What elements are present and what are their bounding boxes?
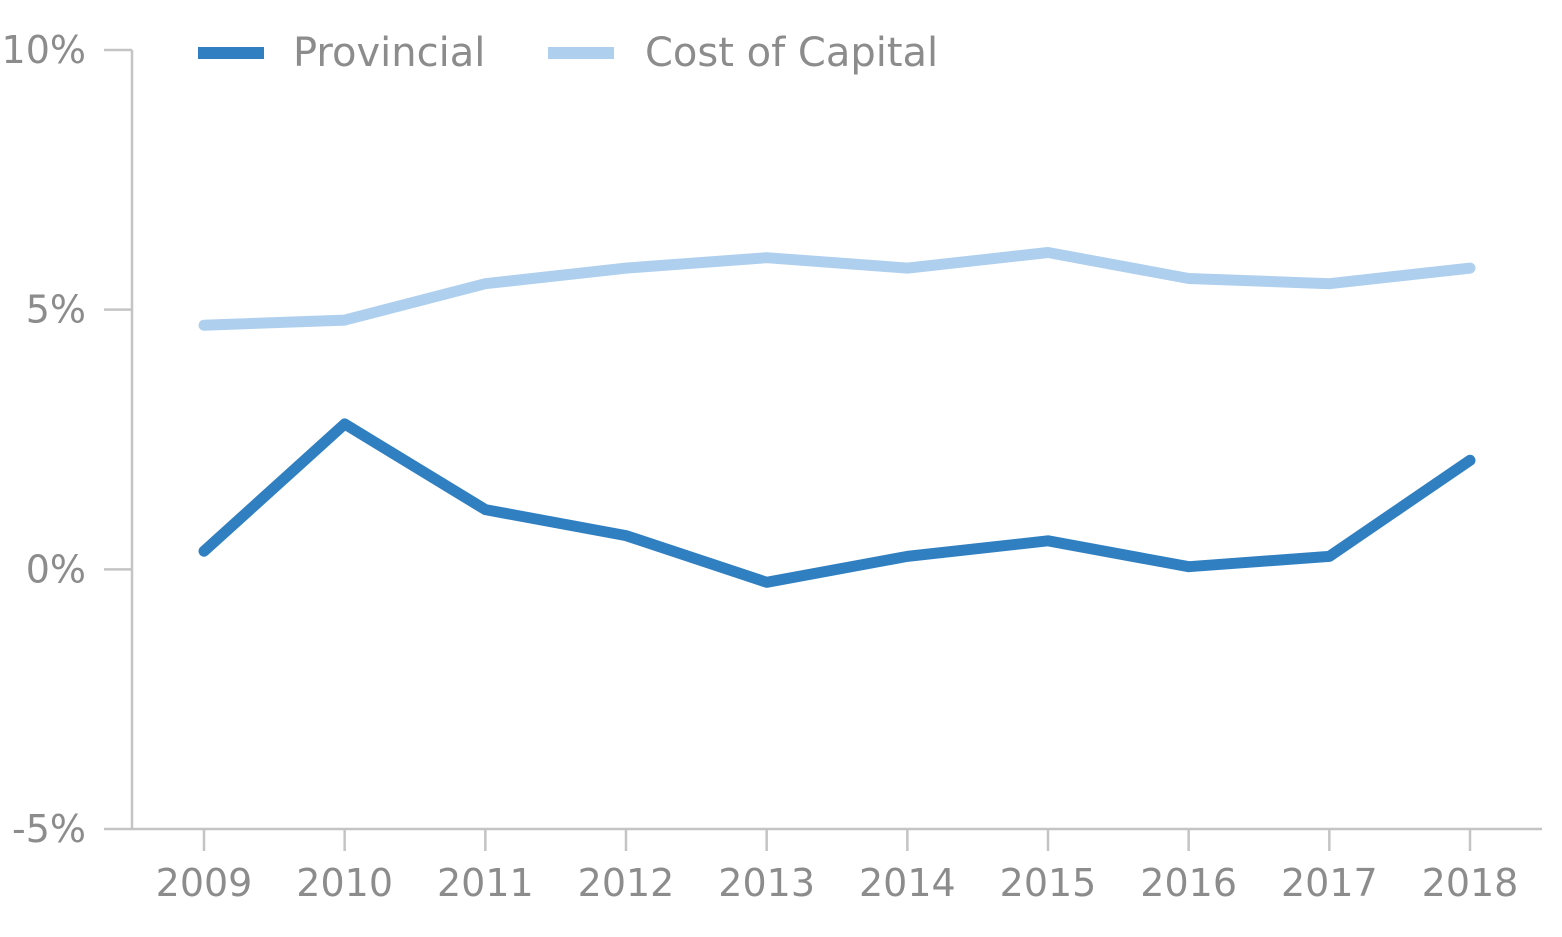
legend-label: Cost of Capital: [645, 30, 938, 76]
series-line-provincial: [198, 418, 1476, 588]
x-tick-label: 2015: [1000, 861, 1097, 905]
legend-label: Provincial: [293, 30, 485, 76]
x-tick-label: 2014: [859, 861, 956, 905]
series-line-cost-of-capital: [198, 247, 1476, 331]
legend: Provincial Cost of Capital: [198, 30, 938, 76]
y-tick-label: 0%: [26, 547, 86, 591]
x-tick-label: 2013: [718, 861, 815, 905]
axes: 10% 5% 0% -5% 2009 2010 2011 2012 2013 2014 2015 20…: [2, 28, 1542, 905]
x-tick-label: 2011: [437, 861, 534, 905]
x-tick-label: 2017: [1281, 861, 1378, 905]
series-lines: [198, 247, 1476, 588]
x-tick-label: 2009: [156, 861, 253, 905]
y-tick-label: 10%: [2, 28, 86, 72]
x-tick-label: 2012: [578, 861, 675, 905]
x-tick-label: 2016: [1140, 861, 1237, 905]
y-tick-label: 5%: [26, 288, 86, 332]
x-tick-label: 2018: [1422, 861, 1519, 905]
x-tick-label: 2010: [296, 861, 393, 905]
y-tick-label: -5%: [12, 807, 86, 851]
